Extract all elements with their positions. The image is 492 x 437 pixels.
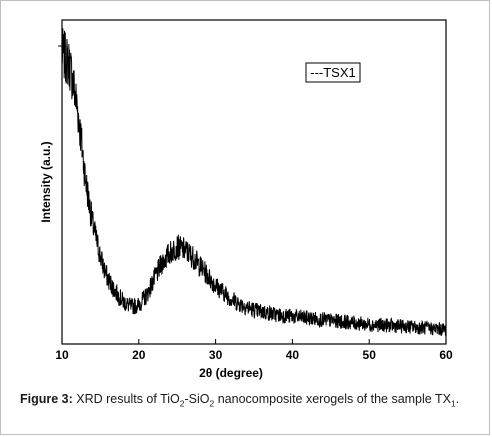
x-tick-label: 40 bbox=[286, 348, 300, 362]
x-tick-label: 30 bbox=[209, 348, 223, 362]
x-tick-label: 50 bbox=[363, 348, 377, 362]
legend-label: ---TSX1 bbox=[310, 65, 356, 80]
caption-subscript: 2 bbox=[209, 398, 215, 409]
caption-subscript: 1 bbox=[450, 398, 456, 409]
caption-text: -SiO bbox=[184, 392, 210, 406]
plot-area bbox=[61, 19, 447, 345]
caption-subscript: 2 bbox=[179, 398, 185, 409]
series-line-tsx1 bbox=[61, 28, 447, 336]
xrd-chart: 10 20 30 40 50 60 2θ (degree) Intensity (a.u.… bbox=[39, 19, 453, 380]
y-axis-label: Intensity (a.u.) bbox=[39, 141, 53, 222]
legend-box bbox=[305, 62, 361, 83]
x-tick-label: 10 bbox=[55, 348, 69, 362]
x-axis-ticks: 10 20 30 40 50 60 bbox=[55, 339, 453, 362]
caption-text: . bbox=[455, 392, 460, 406]
caption-label: Figure 3: bbox=[20, 392, 73, 406]
caption-text: nanocomposite xerogels of the sample TX bbox=[214, 392, 451, 406]
caption-text: XRD results of TiO bbox=[72, 392, 180, 406]
x-axis-label: 2θ (degree) bbox=[199, 366, 263, 380]
x-tick-label: 20 bbox=[132, 348, 146, 362]
x-tick-label: 60 bbox=[439, 348, 453, 362]
figure-caption: Figure 3: XRD results of TiO2-SiO2 nanoc… bbox=[20, 391, 475, 408]
